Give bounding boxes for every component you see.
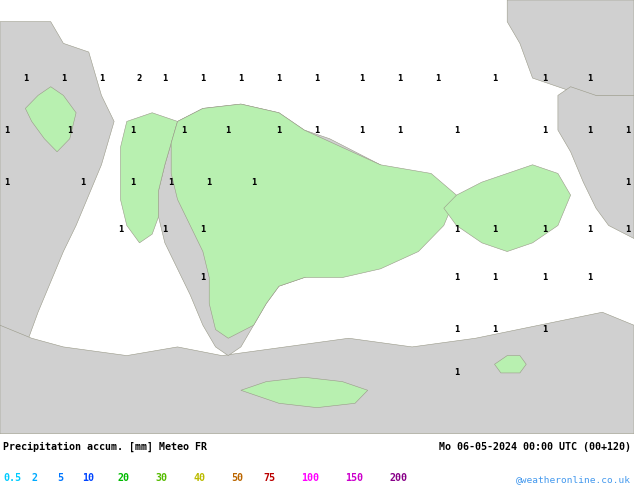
Text: 1: 1	[61, 74, 66, 82]
Text: 1: 1	[162, 74, 167, 82]
Text: 1: 1	[200, 74, 205, 82]
Text: 150: 150	[346, 472, 363, 483]
Text: 1: 1	[131, 178, 136, 187]
Text: 2: 2	[32, 472, 37, 483]
Text: 1: 1	[625, 225, 630, 234]
Text: 1: 1	[226, 125, 231, 135]
Text: 40: 40	[193, 472, 205, 483]
Polygon shape	[158, 104, 393, 356]
Text: @weatheronline.co.uk: @weatheronline.co.uk	[516, 475, 631, 484]
Polygon shape	[120, 113, 178, 243]
Text: 1: 1	[200, 273, 205, 282]
Text: 1: 1	[359, 125, 364, 135]
Polygon shape	[241, 377, 368, 408]
Text: 10: 10	[82, 472, 94, 483]
Text: 30: 30	[155, 472, 167, 483]
Text: 1: 1	[454, 225, 459, 234]
Text: 1: 1	[587, 74, 592, 82]
Text: 1: 1	[492, 325, 497, 334]
Text: 1: 1	[4, 178, 9, 187]
Text: 1: 1	[397, 125, 402, 135]
Text: 1: 1	[625, 178, 630, 187]
Text: 20: 20	[117, 472, 129, 483]
Text: 1: 1	[23, 74, 28, 82]
Polygon shape	[495, 356, 526, 373]
Polygon shape	[507, 0, 634, 96]
Text: 1: 1	[181, 125, 186, 135]
Text: 1: 1	[118, 225, 123, 234]
Text: 1: 1	[492, 225, 497, 234]
Text: 1: 1	[435, 74, 440, 82]
Text: 1: 1	[207, 178, 212, 187]
Text: 1: 1	[67, 125, 72, 135]
Text: 1: 1	[454, 273, 459, 282]
Text: 1: 1	[99, 74, 104, 82]
Polygon shape	[25, 87, 76, 152]
Polygon shape	[0, 312, 634, 434]
Text: 1: 1	[543, 325, 548, 334]
Polygon shape	[171, 104, 456, 338]
Text: 1: 1	[454, 368, 459, 377]
Text: 75: 75	[263, 472, 275, 483]
Text: 1: 1	[276, 74, 281, 82]
Text: 1: 1	[4, 125, 9, 135]
Text: 1: 1	[238, 74, 243, 82]
Text: 200: 200	[390, 472, 408, 483]
Text: 1: 1	[251, 178, 256, 187]
Text: 1: 1	[169, 178, 174, 187]
Text: 1: 1	[543, 74, 548, 82]
Text: 1: 1	[397, 74, 402, 82]
Text: Mo 06-05-2024 00:00 UTC (00+120): Mo 06-05-2024 00:00 UTC (00+120)	[439, 442, 631, 452]
Text: 1: 1	[587, 225, 592, 234]
Text: 1: 1	[314, 74, 320, 82]
Text: 1: 1	[314, 125, 320, 135]
Text: 1: 1	[162, 225, 167, 234]
Text: 1: 1	[492, 74, 497, 82]
Text: 1: 1	[543, 225, 548, 234]
Text: 1: 1	[200, 225, 205, 234]
Text: 1: 1	[276, 125, 281, 135]
Polygon shape	[444, 165, 571, 251]
Text: 2: 2	[137, 74, 142, 82]
Text: 1: 1	[454, 325, 459, 334]
Text: 1: 1	[587, 125, 592, 135]
Text: 1: 1	[587, 273, 592, 282]
Text: 1: 1	[543, 125, 548, 135]
Polygon shape	[558, 87, 634, 239]
Text: 1: 1	[625, 125, 630, 135]
Text: 50: 50	[231, 472, 243, 483]
Text: 100: 100	[301, 472, 319, 483]
Polygon shape	[0, 22, 114, 412]
Text: 1: 1	[492, 273, 497, 282]
Text: 1: 1	[80, 178, 85, 187]
Text: 0.5: 0.5	[3, 472, 21, 483]
Text: 1: 1	[131, 125, 136, 135]
Text: 1: 1	[543, 273, 548, 282]
Text: 5: 5	[57, 472, 63, 483]
Text: 1: 1	[359, 74, 364, 82]
Text: 1: 1	[454, 125, 459, 135]
Text: Precipitation accum. [mm] Meteo FR: Precipitation accum. [mm] Meteo FR	[3, 442, 207, 452]
